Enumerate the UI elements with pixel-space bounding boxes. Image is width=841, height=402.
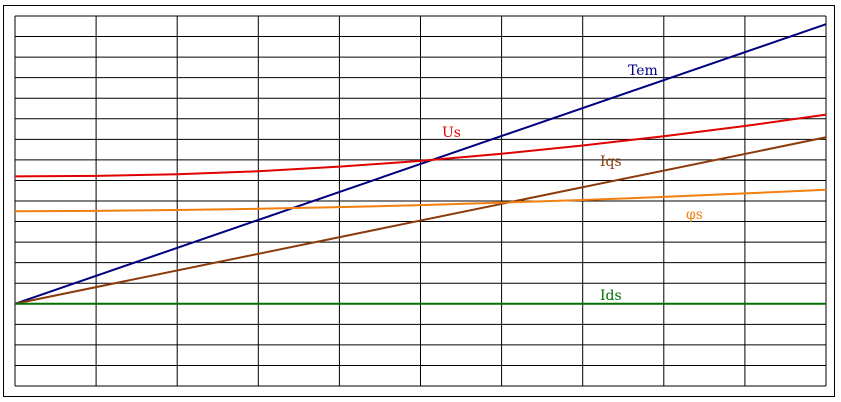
series-label-Tem: Tem: [628, 63, 658, 79]
series-label-Iqs: Iqs: [600, 154, 622, 170]
chart-frame: [3, 5, 835, 397]
series-line-φs: [14, 188, 827, 213]
grid: [14, 15, 827, 387]
series-label-φs: φs: [686, 207, 703, 223]
series-line-Iqs: [14, 136, 827, 305]
series-labels: Tem Us Iqs φs Ids: [442, 63, 703, 304]
series-line-Tem: [14, 23, 827, 305]
series-line-Us: [14, 113, 827, 178]
series-lines: [14, 23, 827, 305]
series-label-Ids: Ids: [600, 288, 622, 304]
series-label-Us: Us: [442, 125, 461, 141]
